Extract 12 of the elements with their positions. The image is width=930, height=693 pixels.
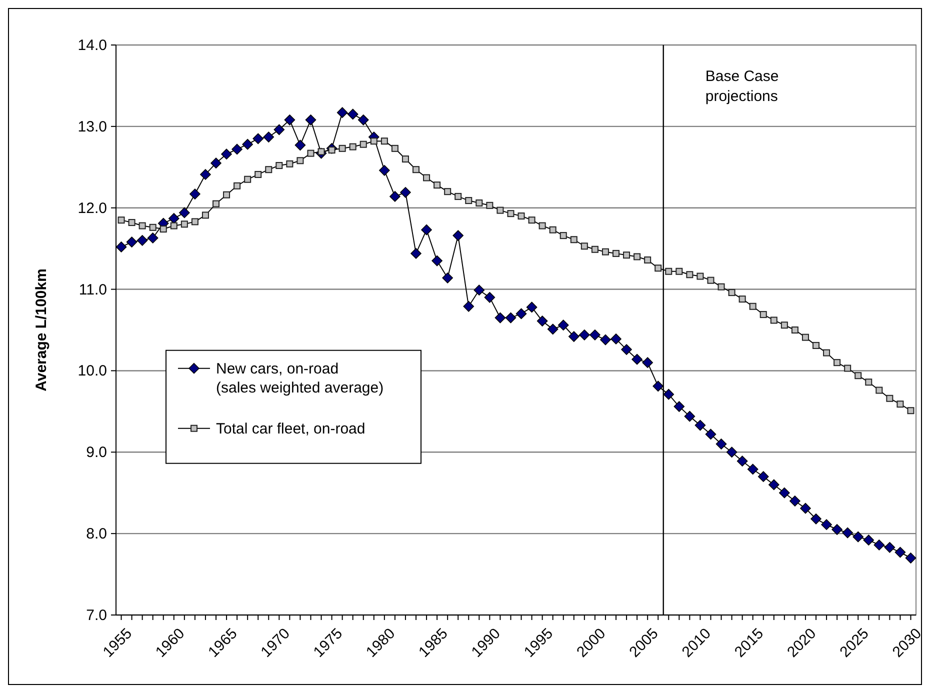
ref-line-label: Base Case projections xyxy=(705,68,779,105)
y-tick-label: 14.0 xyxy=(78,37,107,54)
y-tick-label: 10.0 xyxy=(78,362,107,380)
y-tick-label: 7.0 xyxy=(86,607,107,624)
legend-label: New cars, on-road (sales weighted average) xyxy=(216,360,384,396)
y-axis-title: Average L/100km xyxy=(33,268,50,392)
y-tick-label: 11.0 xyxy=(78,281,107,298)
y-tick-label: 12.0 xyxy=(78,200,107,217)
y-tick-label: 8.0 xyxy=(86,526,107,543)
y-tick-label: 13.0 xyxy=(78,118,107,136)
legend-label: Total car fleet, on-road xyxy=(216,420,366,438)
y-tick-label: 9.0 xyxy=(86,444,107,462)
